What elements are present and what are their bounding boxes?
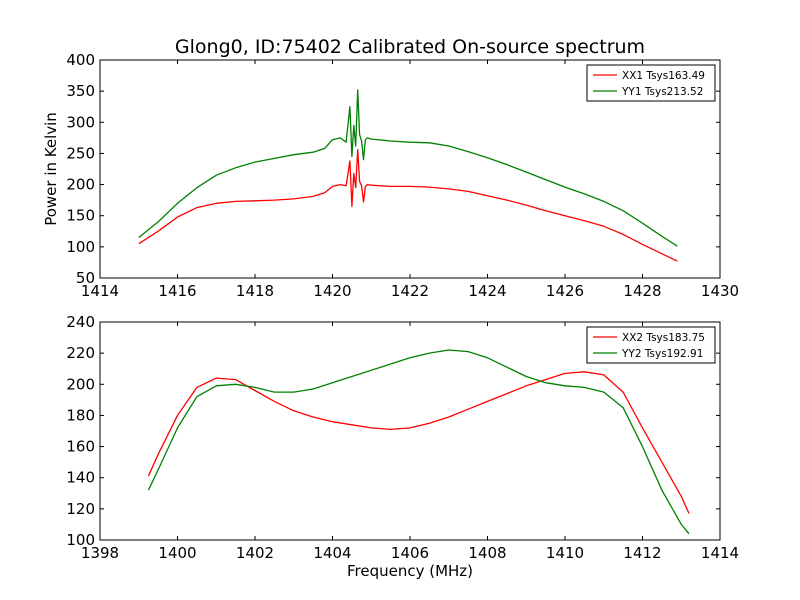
x-axis-label: Frequency (MHz) (347, 562, 473, 580)
legend-label: XX2 Tsys183.75 (622, 332, 705, 344)
x-tick-label: 1406 (391, 544, 429, 562)
x-tick-label: 1410 (546, 544, 584, 562)
y-tick-label: 100 (66, 531, 95, 549)
y-tick-label: 220 (66, 344, 95, 362)
chart-panel-1: 1414 1416 1418 1420 1422 1424 1426 1428 1430 50 10… (42, 51, 739, 300)
x-tick-label: 1414 (701, 544, 739, 562)
charts-container: 1414 1416 1418 1420 1422 1424 1426 1428 1430 50 10… (42, 51, 739, 580)
y-tick-label: 300 (66, 113, 95, 131)
legend-box (586, 326, 716, 364)
x-tick-label: 1424 (468, 282, 506, 300)
y-tick-label: 50 (76, 269, 95, 287)
x-tick-label: 1426 (546, 282, 584, 300)
x-tick-label: 1412 (623, 544, 661, 562)
y-tick-label: 140 (66, 469, 95, 487)
y-tick-label: 120 (66, 500, 95, 518)
series-line-xx2 (147, 371, 690, 514)
legend: XX1 Tsys163.49 YY1 Tsys213.52 (586, 64, 716, 102)
figure-title: Glong0, ID:75402 Calibrated On-source sp… (175, 36, 645, 58)
x-tick-label: 1428 (623, 282, 661, 300)
x-tick-label: 1422 (391, 282, 429, 300)
series-line-xx1 (138, 149, 678, 262)
legend-label: XX1 Tsys163.49 (622, 70, 705, 82)
y-axis-label: Power in Kelvin (42, 112, 60, 226)
y-tick-label: 100 (66, 238, 95, 256)
y-tick-label: 200 (66, 375, 95, 393)
y-tick-label: 400 (66, 51, 95, 69)
x-tick-label: 1416 (158, 282, 196, 300)
chart-panel-2: 1398 1400 1402 1404 1406 1408 1410 1412 1414 100 1… (66, 313, 739, 580)
series-line-yy2 (147, 349, 690, 535)
legend: XX2 Tsys183.75 YY2 Tsys192.91 (586, 326, 716, 364)
legend-box (586, 64, 716, 102)
x-tick-label: 1404 (313, 544, 351, 562)
x-tick-label: 1420 (313, 282, 351, 300)
legend-label: YY1 Tsys213.52 (621, 86, 703, 98)
y-tick-label: 200 (66, 176, 95, 194)
y-tick-label: 250 (66, 144, 95, 162)
y-tick-label: 240 (66, 313, 95, 331)
y-tick-label: 150 (66, 207, 95, 225)
legend-label: YY2 Tsys192.91 (621, 348, 703, 360)
x-tick-label: 1430 (701, 282, 739, 300)
series-line-yy1 (138, 89, 678, 247)
x-tick-label: 1418 (236, 282, 274, 300)
x-tick-label: 1414 (81, 282, 119, 300)
x-tick-label: 1402 (236, 544, 274, 562)
y-tick-label: 180 (66, 406, 95, 424)
y-tick-label: 160 (66, 438, 95, 456)
x-tick-label: 1400 (158, 544, 196, 562)
x-tick-label: 1398 (81, 544, 119, 562)
x-tick-label: 1408 (468, 544, 506, 562)
y-tick-label: 350 (66, 82, 95, 100)
